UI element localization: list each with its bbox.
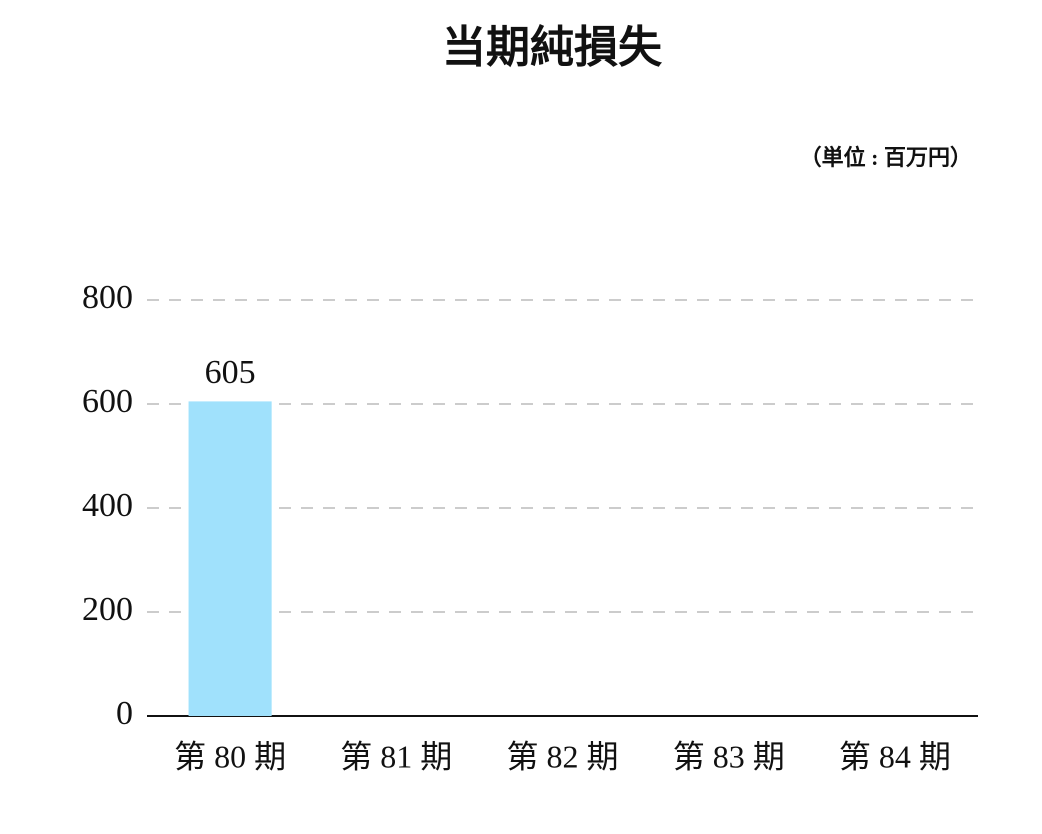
x-tick-label: 第 80 期 (174, 738, 286, 774)
x-tick-label: 第 82 期 (506, 738, 618, 774)
y-tick-label: 800 (82, 279, 133, 316)
bar (188, 401, 272, 716)
y-tick-label: 400 (82, 487, 133, 524)
x-tick-label: 第 83 期 (673, 738, 785, 774)
chart-title: 当期純損失 (442, 23, 663, 72)
x-tick-label: 第 84 期 (839, 738, 951, 774)
value-label: 605 (205, 354, 256, 391)
x-tick-label: 第 81 期 (340, 738, 452, 774)
unit-label: （単位 : 百万円） (800, 145, 972, 170)
y-tick-label: 200 (82, 591, 133, 628)
y-tick-label: 600 (82, 383, 133, 420)
y-tick-label: 0 (116, 695, 133, 732)
